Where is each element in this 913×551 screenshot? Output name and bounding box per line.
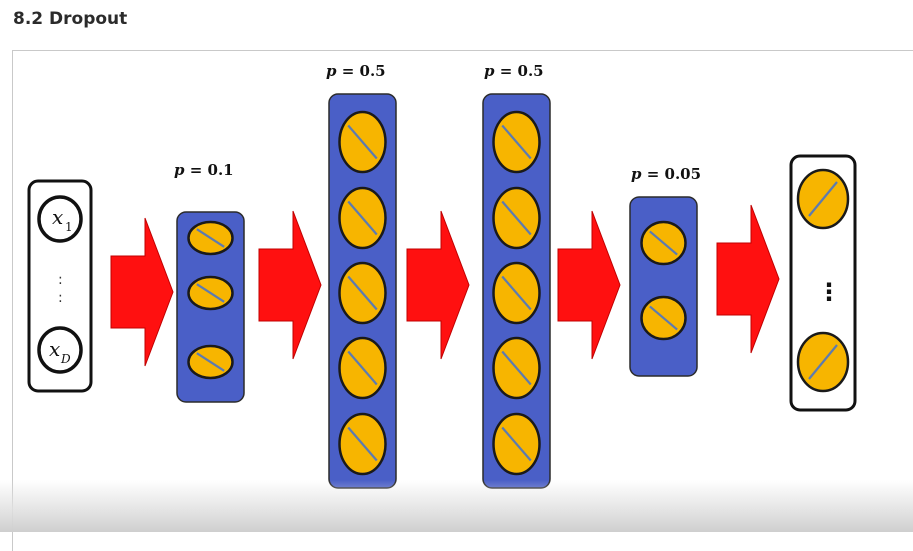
neuron (492, 336, 541, 400)
dropout-strike-line (501, 426, 532, 462)
input-node-first-symbol: x (52, 205, 63, 229)
input-node-last-subscript: D (60, 352, 71, 366)
neuron (338, 336, 387, 400)
red-right-arrow-icon (716, 204, 780, 354)
dropout-strike-line (347, 426, 378, 462)
output-neuron-line (808, 344, 838, 380)
input-node-last-symbol: x (49, 337, 60, 361)
input-node-first-subscript: 1 (65, 220, 73, 234)
neuron (187, 220, 234, 256)
input-dots-1: : (58, 272, 63, 288)
layer-3 (482, 93, 551, 489)
output-neuron-line (808, 181, 838, 217)
output-layer: ⋮ (789, 154, 857, 412)
dropout-strike-line (347, 275, 378, 311)
neuron (338, 412, 387, 476)
output-neuron (796, 168, 850, 230)
output-neuron (796, 331, 850, 393)
layer-4 (629, 196, 698, 377)
neuron (338, 186, 387, 250)
neuron (640, 220, 687, 266)
neuron (492, 261, 541, 325)
red-right-arrow-icon (557, 210, 621, 360)
dropout-strike-line (649, 230, 678, 256)
input-dots-2: : (58, 290, 63, 306)
input-node-first (37, 195, 83, 243)
dropout-strike-line (347, 350, 378, 386)
neuron (492, 186, 541, 250)
dropout-strike-line (501, 200, 532, 236)
neuron (187, 344, 234, 380)
dropout-strike-line (196, 352, 225, 372)
neuron (640, 295, 687, 341)
layer-1 (176, 211, 245, 403)
input-layer: x 1 : : x D (27, 179, 93, 393)
arrows (110, 204, 780, 367)
dropout-strike-line (196, 228, 225, 248)
output-dots: ⋮ (817, 278, 841, 306)
neuron (492, 412, 541, 476)
hidden-layers (176, 93, 698, 489)
neuron (338, 110, 387, 174)
input-node-last (37, 326, 83, 374)
neuron (492, 110, 541, 174)
neuron (187, 275, 234, 311)
layer-labels: p = 0.1 p = 0.5 p = 0.5 p = 0.05 (174, 62, 701, 183)
dropout-strike-line (649, 305, 678, 331)
layer-2 (328, 93, 397, 489)
dropout-strike-line (347, 200, 378, 236)
dropout-strike-line (501, 275, 532, 311)
red-right-arrow-icon (258, 210, 322, 360)
red-right-arrow-icon (406, 210, 470, 360)
red-right-arrow-icon (110, 217, 174, 367)
dropout-strike-line (501, 350, 532, 386)
layer-4-p-label: p = 0.05 (631, 165, 701, 183)
section-title: 8.2 Dropout (13, 9, 128, 29)
dropout-strike-line (501, 124, 532, 160)
layer-3-p-label: p = 0.5 (484, 62, 544, 80)
layer-2-p-label: p = 0.5 (326, 62, 386, 80)
layer-1-p-label: p = 0.1 (174, 161, 234, 179)
dropout-strike-line (347, 124, 378, 160)
neuron (338, 261, 387, 325)
dropout-diagram: x 1 : : x D p = 0.1 p = 0.5 p = 0.5 p = … (27, 62, 857, 489)
dropout-strike-line (196, 283, 225, 303)
